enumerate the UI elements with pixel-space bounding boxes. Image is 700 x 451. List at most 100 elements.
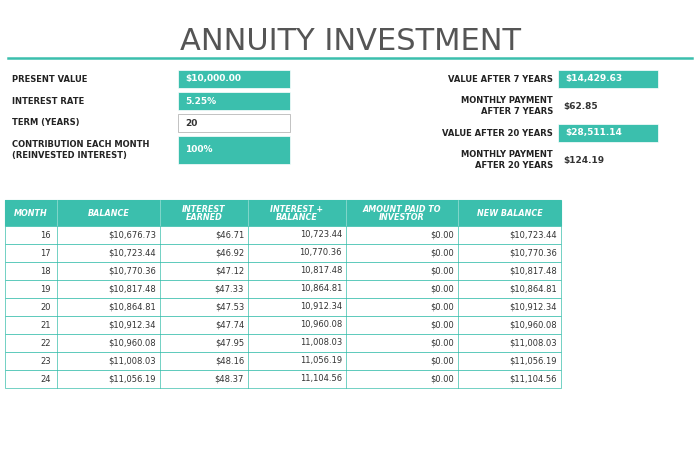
Text: 5.25%: 5.25% [185, 97, 216, 106]
Text: VALUE AFTER 7 YEARS: VALUE AFTER 7 YEARS [448, 74, 553, 83]
Text: $10,817.48: $10,817.48 [108, 285, 156, 294]
Text: 10,817.48: 10,817.48 [300, 267, 342, 276]
Text: $10,723.44: $10,723.44 [510, 230, 557, 239]
Text: $11,104.56: $11,104.56 [510, 374, 557, 383]
Bar [5, 262, 561, 280]
Text: (REINVESTED INTEREST): (REINVESTED INTEREST) [12, 151, 127, 160]
Bar [5, 200, 561, 226]
Bar [178, 114, 290, 132]
Text: $47.95: $47.95 [215, 339, 244, 348]
Text: $28,511.14: $28,511.14 [565, 129, 622, 138]
Bar [5, 298, 561, 316]
Text: MONTHLY PAYMENT: MONTHLY PAYMENT [461, 97, 553, 106]
Bar [5, 226, 561, 244]
Text: $10,960.08: $10,960.08 [510, 321, 557, 330]
Text: 10,770.36: 10,770.36 [300, 249, 342, 258]
Text: $11,008.03: $11,008.03 [108, 356, 156, 365]
Text: $11,056.19: $11,056.19 [510, 356, 557, 365]
Text: MONTHLY PAYMENT: MONTHLY PAYMENT [461, 151, 553, 160]
Text: 20: 20 [185, 119, 197, 128]
Text: PRESENT VALUE: PRESENT VALUE [12, 74, 88, 83]
Text: $0.00: $0.00 [430, 230, 454, 239]
Bar [178, 136, 290, 164]
Text: $10,960.08: $10,960.08 [108, 339, 156, 348]
Text: $48.37: $48.37 [215, 374, 244, 383]
Text: $10,912.34: $10,912.34 [108, 321, 156, 330]
Text: 11,056.19: 11,056.19 [300, 356, 342, 365]
Text: 10,864.81: 10,864.81 [300, 285, 342, 294]
Text: $11,008.03: $11,008.03 [510, 339, 557, 348]
Text: AFTER 7 YEARS: AFTER 7 YEARS [481, 106, 553, 115]
Text: 20: 20 [41, 303, 51, 312]
Bar [178, 92, 290, 110]
Text: $0.00: $0.00 [430, 356, 454, 365]
Text: 100%: 100% [185, 146, 213, 155]
Text: $124.19: $124.19 [563, 156, 604, 165]
Text: $62.85: $62.85 [563, 101, 598, 110]
Text: 18: 18 [41, 267, 51, 276]
Text: ANNUITY INVESTMENT: ANNUITY INVESTMENT [179, 28, 521, 56]
Text: 23: 23 [41, 356, 51, 365]
Text: CONTRIBUTION EACH MONTH: CONTRIBUTION EACH MONTH [12, 140, 149, 149]
Text: $47.74: $47.74 [215, 321, 244, 330]
Text: $10,864.81: $10,864.81 [108, 303, 156, 312]
Text: $14,429.63: $14,429.63 [565, 74, 622, 83]
Text: $0.00: $0.00 [430, 339, 454, 348]
Text: 16: 16 [41, 230, 51, 239]
Text: BALANCE: BALANCE [276, 213, 318, 222]
Text: $10,864.81: $10,864.81 [510, 285, 557, 294]
Text: 22: 22 [41, 339, 51, 348]
Text: VALUE AFTER 20 YEARS: VALUE AFTER 20 YEARS [442, 129, 553, 138]
Text: $47.33: $47.33 [215, 285, 244, 294]
Text: MONTH: MONTH [14, 208, 48, 217]
Text: $10,723.44: $10,723.44 [108, 249, 156, 258]
Text: $11,056.19: $11,056.19 [108, 374, 156, 383]
Text: 24: 24 [41, 374, 51, 383]
Text: 11,008.03: 11,008.03 [300, 339, 342, 348]
Text: 17: 17 [41, 249, 51, 258]
Text: $10,676.73: $10,676.73 [108, 230, 156, 239]
Text: AMOUNT PAID TO: AMOUNT PAID TO [363, 205, 441, 214]
Text: $0.00: $0.00 [430, 321, 454, 330]
Text: TERM (YEARS): TERM (YEARS) [12, 119, 80, 128]
Text: $0.00: $0.00 [430, 267, 454, 276]
Text: 10,912.34: 10,912.34 [300, 303, 342, 312]
Bar [5, 316, 561, 334]
Text: $10,000.00: $10,000.00 [185, 74, 241, 83]
Text: 21: 21 [41, 321, 51, 330]
Text: $47.53: $47.53 [215, 303, 244, 312]
Text: 19: 19 [41, 285, 51, 294]
Text: 10,723.44: 10,723.44 [300, 230, 342, 239]
Bar [5, 200, 561, 226]
Bar [5, 334, 561, 352]
Text: $0.00: $0.00 [430, 285, 454, 294]
Text: $0.00: $0.00 [430, 303, 454, 312]
Text: EARNED: EARNED [186, 213, 223, 222]
Text: $47.12: $47.12 [215, 267, 244, 276]
Text: $10,770.36: $10,770.36 [108, 267, 156, 276]
Text: $46.92: $46.92 [215, 249, 244, 258]
Bar [5, 352, 561, 370]
Text: $10,912.34: $10,912.34 [510, 303, 557, 312]
Text: AFTER 20 YEARS: AFTER 20 YEARS [475, 161, 553, 170]
Bar [5, 280, 561, 298]
Text: INTEREST +: INTEREST + [270, 205, 323, 214]
Text: $48.16: $48.16 [215, 356, 244, 365]
Text: INVESTOR: INVESTOR [379, 213, 425, 222]
Bar [558, 70, 658, 88]
Text: NEW BALANCE: NEW BALANCE [477, 208, 542, 217]
Text: $10,770.36: $10,770.36 [509, 249, 557, 258]
Text: BALANCE: BALANCE [88, 208, 130, 217]
Bar [178, 70, 290, 88]
Text: $10,817.48: $10,817.48 [510, 267, 557, 276]
Text: $0.00: $0.00 [430, 249, 454, 258]
Text: INTEREST: INTEREST [182, 205, 226, 214]
Bar [558, 124, 658, 142]
Bar [5, 370, 561, 388]
Text: 10,960.08: 10,960.08 [300, 321, 342, 330]
Text: 11,104.56: 11,104.56 [300, 374, 342, 383]
Text: $0.00: $0.00 [430, 374, 454, 383]
Text: $46.71: $46.71 [215, 230, 244, 239]
Bar [5, 244, 561, 262]
Text: INTEREST RATE: INTEREST RATE [12, 97, 84, 106]
